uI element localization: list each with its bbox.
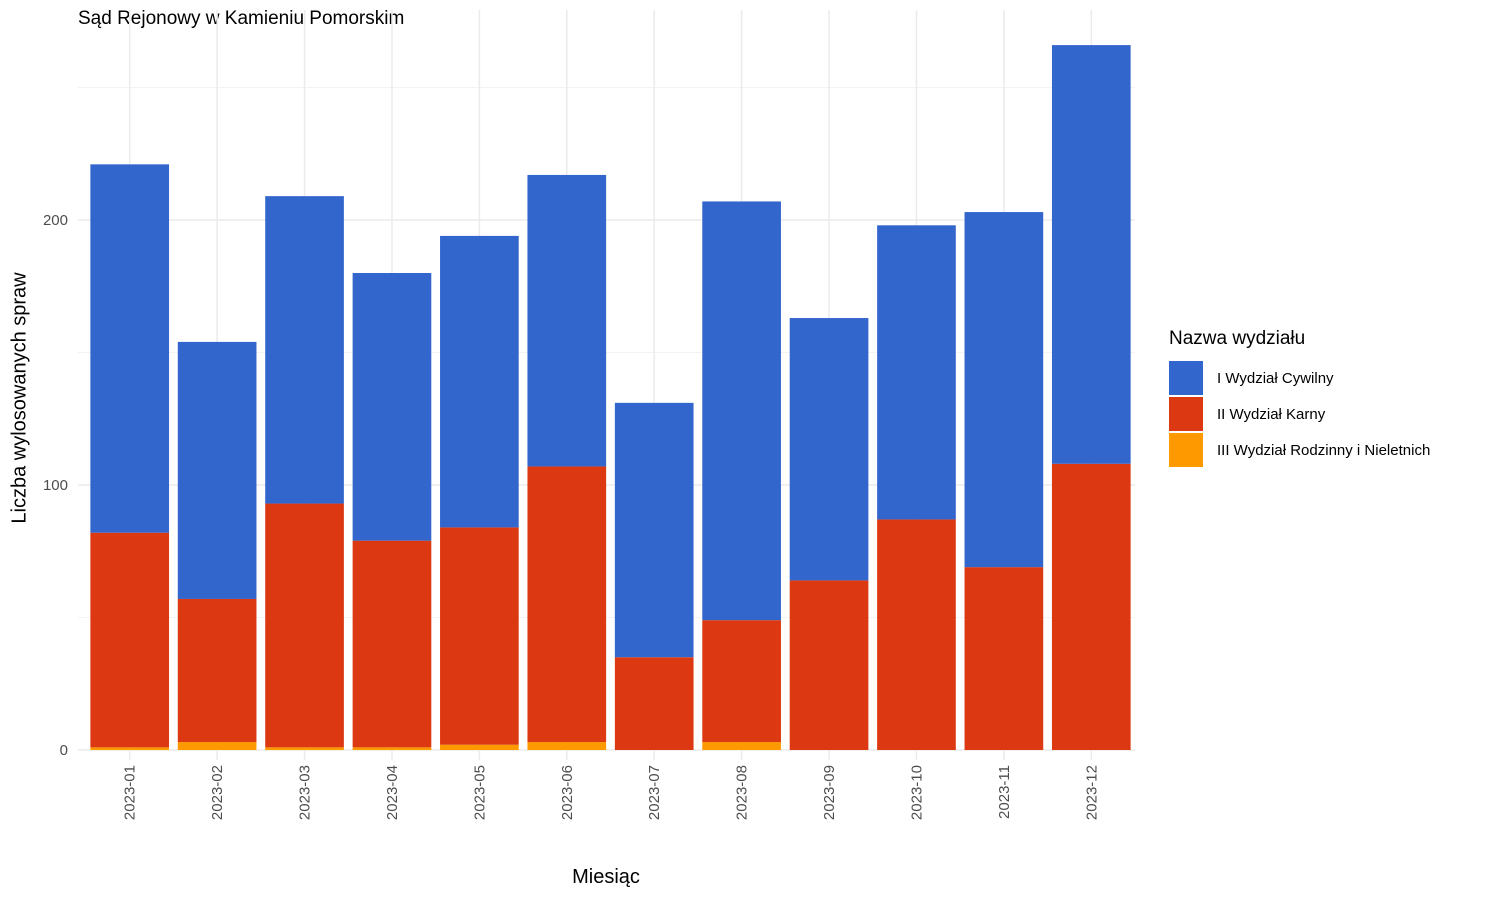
- legend-swatch-cywilny: [1169, 361, 1203, 395]
- bar-segment-cywilny: [527, 174, 607, 467]
- x-tick-label: 2023-09: [821, 765, 838, 820]
- bar-segment-cywilny: [789, 318, 869, 581]
- bar-segment-rodzinny: [352, 747, 432, 750]
- x-tick-label: 2023-08: [734, 765, 751, 820]
- bar-segment-cywilny: [877, 225, 956, 520]
- bar-segment-karny: [352, 540, 432, 748]
- x-tick-label: 2023-04: [384, 765, 401, 820]
- bar-segment-rodzinny: [527, 742, 607, 750]
- bar-segment-karny: [1051, 463, 1131, 750]
- bar-segment-cywilny: [90, 164, 170, 533]
- x-tick-label: 2023-11: [996, 765, 1013, 819]
- legend: Nazwa wydziału I Wydział Cywilny II Wydz…: [1169, 328, 1430, 468]
- legend-item-rodzinny: III Wydział Rodzinny i Nieletnich: [1169, 432, 1430, 468]
- bar-segment-karny: [265, 503, 344, 748]
- x-axis-label: Miesiąc: [572, 866, 640, 888]
- bar-segment-cywilny: [352, 273, 432, 541]
- legend-swatch-karny: [1169, 397, 1203, 431]
- x-tick-label: 2023-03: [297, 765, 314, 820]
- bar-segment-cywilny: [265, 196, 344, 504]
- chart-title: Sąd Rejonowy w Kamieniu Pomorskim: [78, 8, 405, 29]
- bar-segment-cywilny: [440, 235, 519, 528]
- legend-title: Nazwa wydziału: [1169, 328, 1306, 349]
- x-tick-label: 2023-07: [646, 765, 663, 820]
- x-tick-label: 2023-12: [1083, 765, 1100, 820]
- bar-segment-karny: [440, 527, 519, 745]
- legend-item-karny: II Wydział Karny: [1169, 396, 1430, 432]
- x-tick-label: 2023-01: [122, 765, 139, 820]
- bar-segment-karny: [964, 567, 1044, 750]
- bar-segment-rodzinny: [265, 747, 344, 750]
- legend-label-cywilny: I Wydział Cywilny: [1217, 369, 1334, 387]
- bar-segment-karny: [177, 598, 257, 743]
- x-tick-label: 2023-06: [559, 765, 576, 820]
- bar-segment-rodzinny: [177, 742, 257, 750]
- bar-segment-karny: [527, 466, 607, 743]
- bar-segment-karny: [614, 657, 694, 750]
- bar-segment-karny: [90, 532, 170, 748]
- bar-segment-karny: [789, 580, 869, 750]
- bar-segment-cywilny: [177, 341, 257, 599]
- bar-segment-cywilny: [702, 201, 781, 621]
- legend-label-karny: II Wydział Karny: [1217, 405, 1326, 423]
- bar-segment-cywilny: [614, 402, 694, 658]
- x-tick-label: 2023-02: [209, 765, 226, 820]
- y-axis-label: Liczba wylosowanych spraw: [8, 272, 31, 524]
- x-tick-label: 2023-10: [908, 765, 925, 820]
- bar-segment-rodzinny: [440, 744, 519, 750]
- bar-segment-cywilny: [964, 212, 1044, 568]
- bar-segment-karny: [877, 519, 956, 750]
- legend-item-cywilny: I Wydział Cywilny: [1169, 360, 1430, 396]
- y-tick-label: 0: [60, 742, 68, 759]
- bar-segment-rodzinny: [702, 742, 781, 750]
- legend-swatch-rodzinny: [1169, 433, 1203, 467]
- bar-segment-cywilny: [1051, 45, 1131, 464]
- y-tick-label: 100: [43, 477, 68, 494]
- legend-label-rodzinny: III Wydział Rodzinny i Nieletnich: [1217, 441, 1431, 459]
- x-tick-label: 2023-05: [471, 765, 488, 820]
- bar-segment-karny: [702, 620, 781, 743]
- y-tick-label: 200: [43, 212, 68, 229]
- bar-segment-rodzinny: [90, 747, 170, 750]
